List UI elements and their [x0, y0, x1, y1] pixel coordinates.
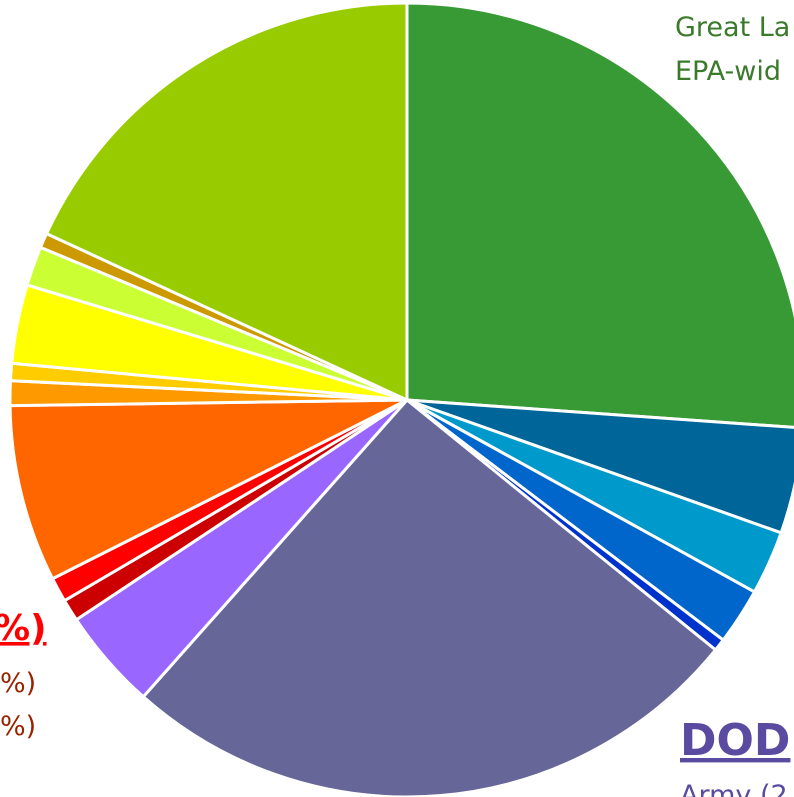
annotation: DOD: [680, 715, 790, 766]
pie-slice: [44, 1, 409, 403]
annotation: %): [0, 608, 47, 649]
annotation: Army (2: [680, 780, 788, 797]
pie-slice: [141, 397, 718, 797]
annotation: EPA-wid: [675, 56, 781, 87]
pie-slice: [405, 1, 794, 429]
annotation: %): [0, 711, 36, 742]
annotation: Great La: [675, 12, 790, 43]
pie-slice: [8, 398, 408, 581]
annotation: %): [0, 668, 36, 699]
